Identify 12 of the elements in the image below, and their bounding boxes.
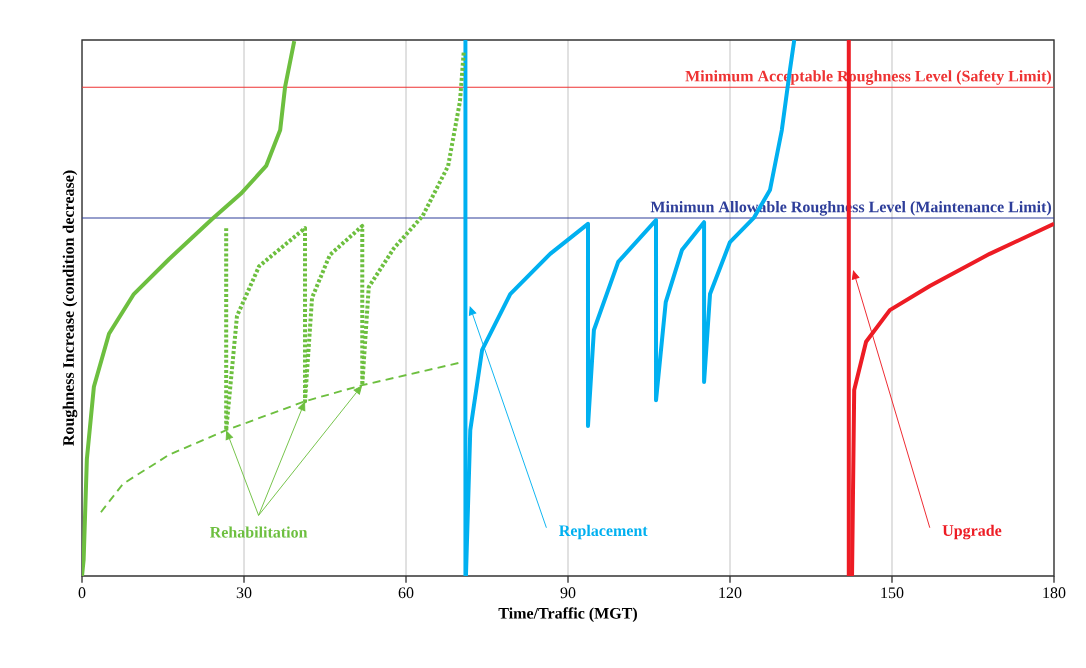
annotation: Rehabilitation — [209, 526, 308, 538]
x-tick-label: 0 — [78, 587, 86, 599]
x-tick-label: 120 — [719, 587, 742, 599]
x-axis-title: Time/Traffic (MGT) — [498, 607, 637, 622]
x-tick-label: 30 — [236, 587, 252, 599]
annotation: Upgrade — [942, 524, 1002, 540]
x-tick-label: 180 — [1043, 587, 1066, 599]
x-tick-label: 150 — [881, 587, 904, 599]
x-tick-label: 60 — [398, 587, 414, 599]
x-tick-label: 90 — [560, 587, 576, 599]
annotation: Replacement — [559, 524, 648, 540]
y-axis-title: Roughness Increase (condition decrease) — [62, 170, 78, 446]
